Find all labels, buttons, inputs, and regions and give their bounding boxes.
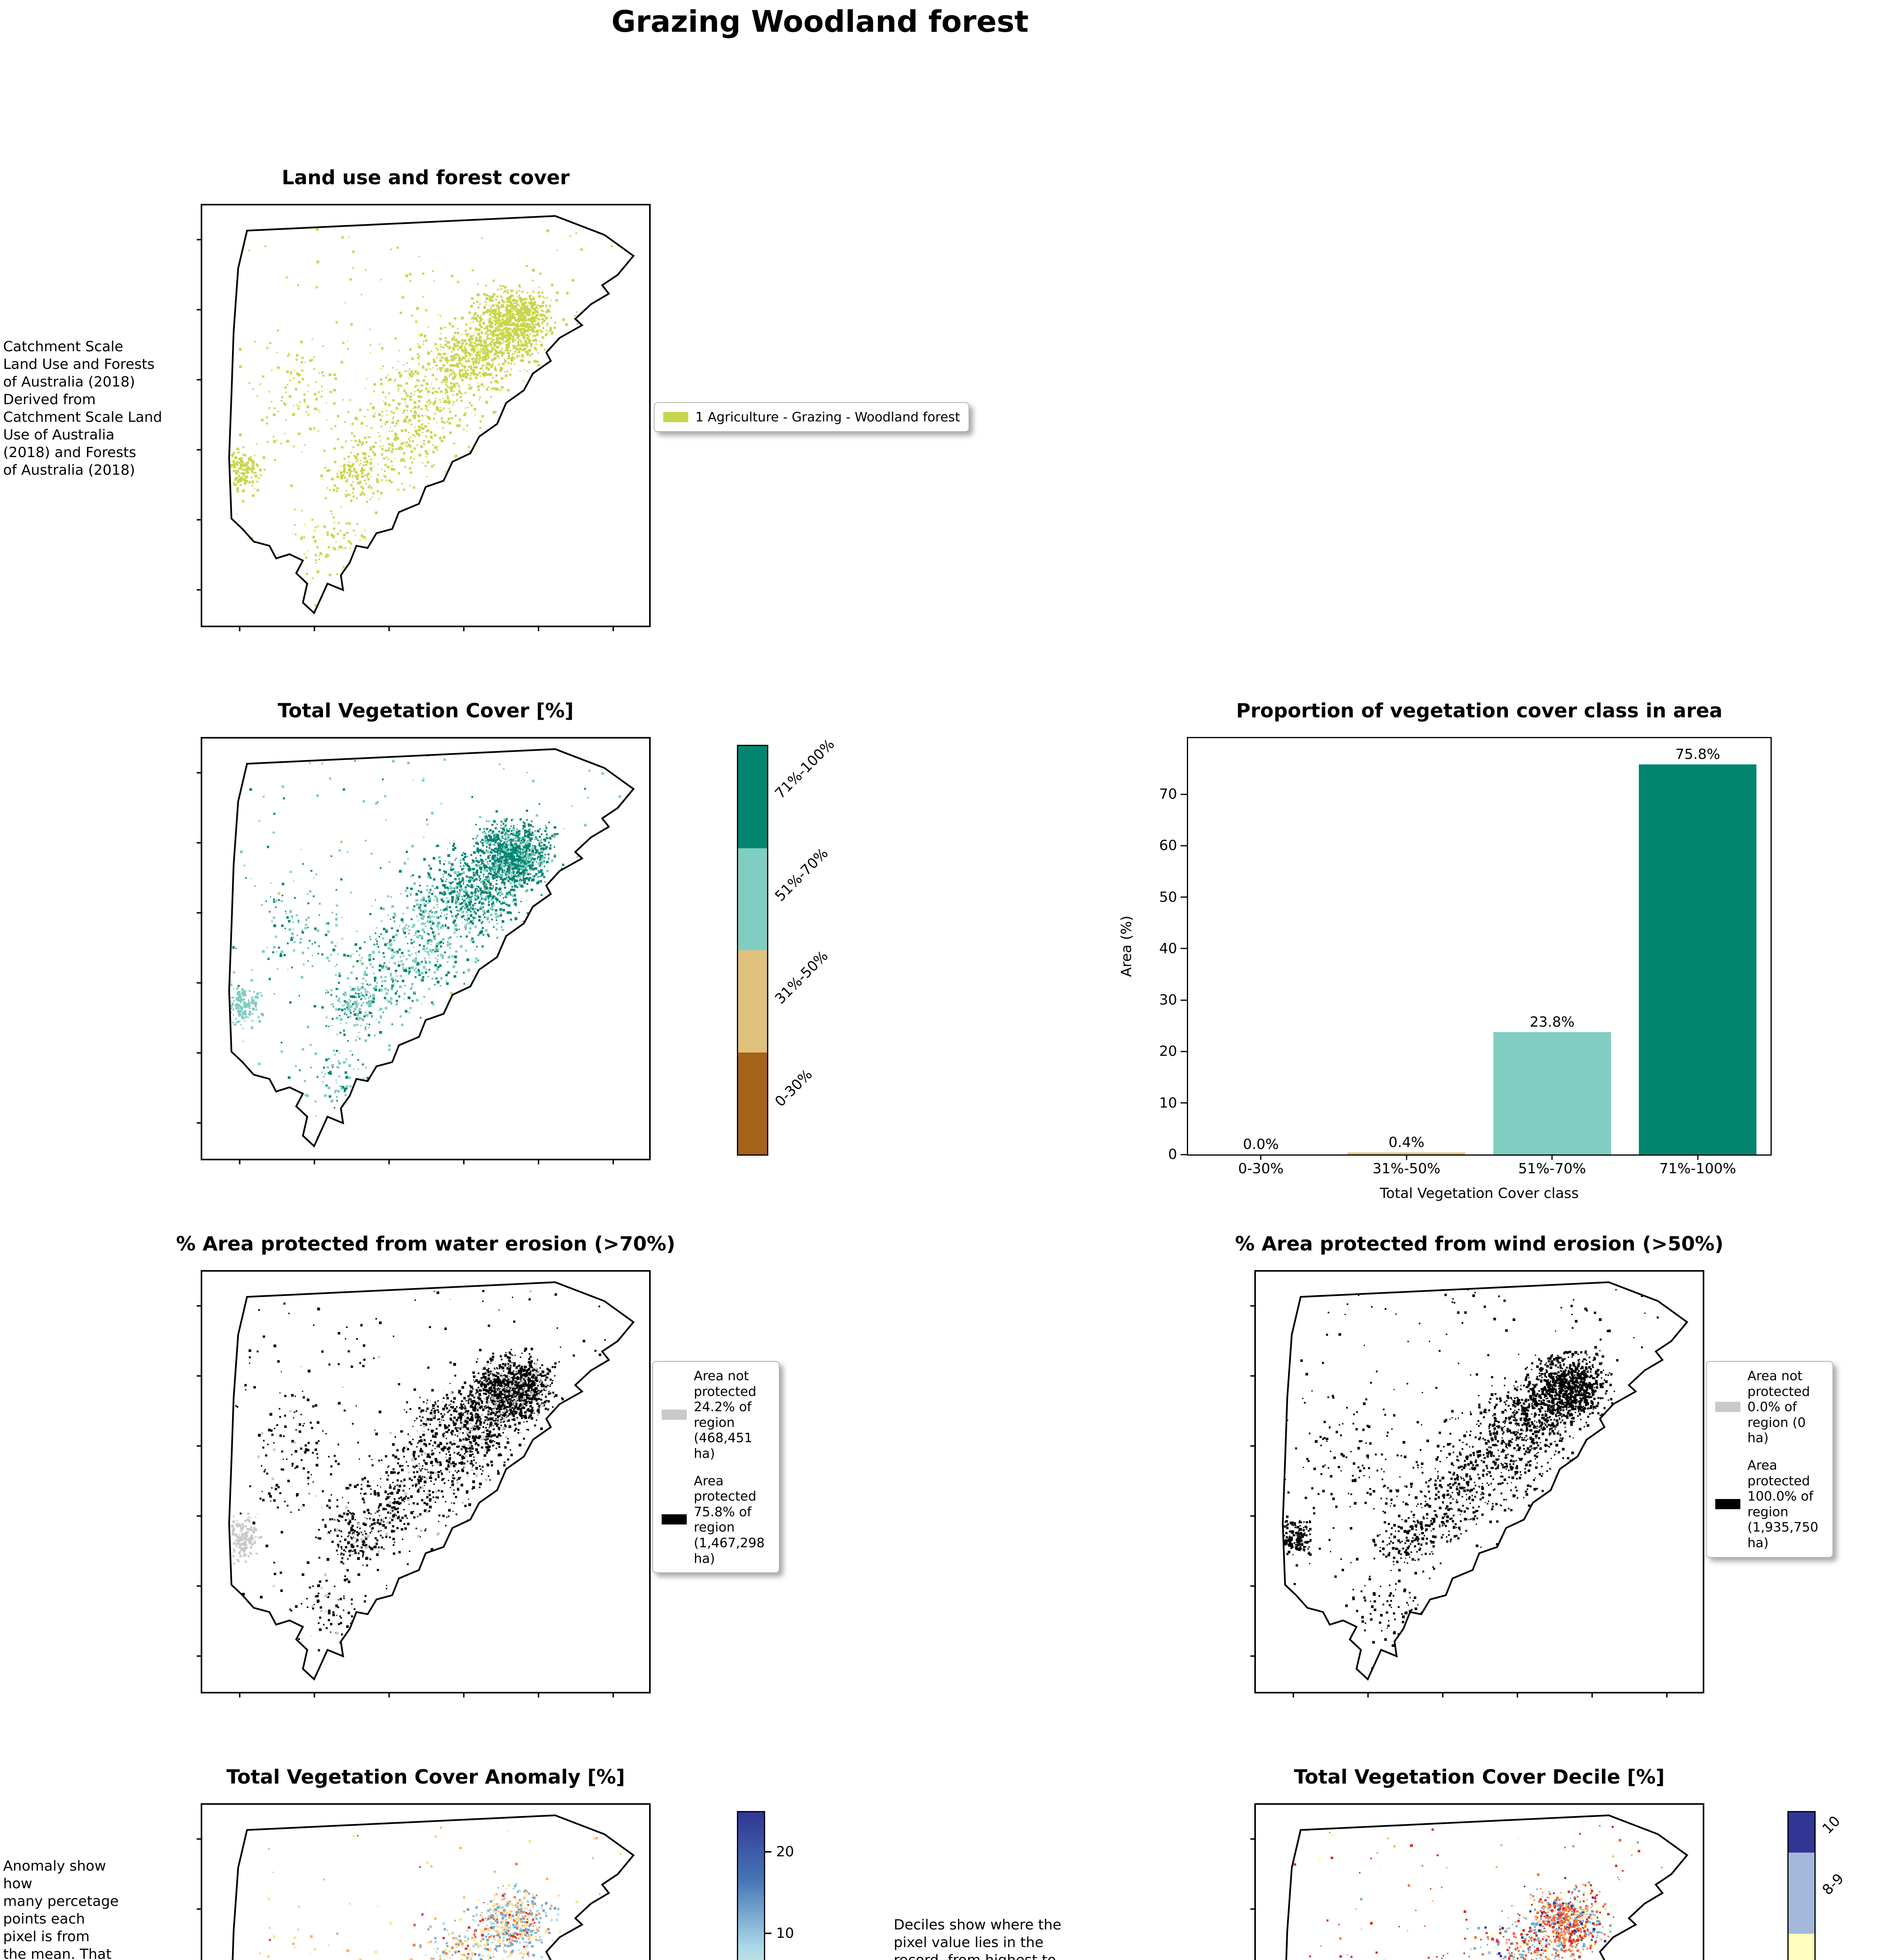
- legend-label: Area not protected 0.0% of region (0 ha): [1747, 1368, 1810, 1446]
- wind-map-canvas: [1250, 1281, 1689, 1698]
- x-tick-label: 31%-50%: [1372, 1161, 1441, 1177]
- bar-31%-50%: [1348, 1152, 1466, 1154]
- legend-swatch: [1715, 1499, 1740, 1509]
- legend-entry: Area protected 100.0% of region (1,935,7…: [1715, 1457, 1824, 1551]
- chart-y-axis-label: Area (%): [1118, 915, 1135, 977]
- decile-map: [1250, 1803, 1704, 1960]
- y-tick: [1181, 1154, 1187, 1155]
- bar-value-label: 0.0%: [1243, 1136, 1279, 1152]
- colorbar-tick: [765, 1933, 771, 1934]
- colorbar: [1787, 1811, 1816, 1960]
- colorbar-segment: [1789, 1934, 1814, 1960]
- colorbar-label: 8-9: [1819, 1870, 1847, 1898]
- legend-entry: Area not protected 0.0% of region (0 ha): [1715, 1368, 1824, 1446]
- decile-map-canvas: [1250, 1814, 1689, 1960]
- y-tick: [1181, 845, 1187, 846]
- legend-entry: Area not protected 24.2% of region (468,…: [662, 1368, 770, 1461]
- decile-caption: Deciles show where the pixel value lies …: [894, 1917, 1061, 1960]
- anomaly-map: [196, 1803, 651, 1960]
- y-tick-label: 30: [1159, 992, 1177, 1008]
- anomaly-colorbar: 20100−10−20: [737, 1811, 794, 1960]
- tvc-map-canvas: [196, 748, 635, 1165]
- water-legend: Area not protected 24.2% of region (468,…: [652, 1361, 780, 1573]
- legend-swatch: [662, 1409, 687, 1420]
- legend-entry: 1 Agriculture - Grazing - Woodland fores…: [663, 409, 960, 425]
- colorbar-segment: [738, 746, 767, 848]
- bar-value-label: 0.4%: [1388, 1134, 1424, 1151]
- y-tick-label: 60: [1159, 837, 1177, 854]
- legend-entry: Area protected 75.8% of region (1,467,29…: [662, 1473, 770, 1566]
- proportion-chart-title: Proportion of vegetation cover class in …: [1236, 699, 1723, 722]
- legend-swatch: [1715, 1401, 1740, 1412]
- colorbar-label: 31%-50%: [772, 948, 831, 1007]
- page-title: Grazing Woodland forest: [611, 4, 1029, 39]
- x-tick: [1551, 1154, 1553, 1160]
- decile-colorbar: 108-94-72-31: [1787, 1811, 1847, 1960]
- landuse-map: [196, 204, 651, 632]
- x-tick-label: 51%-70%: [1518, 1161, 1586, 1177]
- tvc-map: [196, 737, 651, 1165]
- colorbar-label: 0-30%: [772, 1066, 816, 1110]
- y-tick-label: 40: [1159, 940, 1177, 957]
- colorbar-segment: [1789, 1853, 1814, 1934]
- anomaly-caption: Anomaly show how many percetage points e…: [3, 1858, 119, 1960]
- legend-label: Area protected 100.0% of region (1,935,7…: [1747, 1457, 1818, 1550]
- y-tick: [1181, 897, 1187, 898]
- water-map-canvas: [196, 1281, 635, 1698]
- wind-panel-title: % Area protected from wind erosion (>50%…: [1235, 1232, 1724, 1255]
- anomaly-panel-title: Total Vegetation Cover Anomaly [%]: [226, 1766, 625, 1788]
- x-tick-label: 0-30%: [1238, 1161, 1284, 1177]
- y-tick: [1181, 999, 1187, 1001]
- bar-value-label: 23.8%: [1529, 1014, 1575, 1030]
- colorbar-segment: [738, 848, 767, 950]
- anomaly-gradient-bar: [737, 1811, 765, 1960]
- y-tick-label: 10: [1159, 1095, 1177, 1111]
- legend-swatch: [662, 1514, 687, 1525]
- x-tick-label: 71%-100%: [1659, 1161, 1736, 1177]
- colorbar-label: 51%-70%: [772, 845, 831, 905]
- x-tick: [1406, 1154, 1407, 1160]
- landuse-map-canvas: [196, 215, 635, 632]
- x-tick: [1260, 1154, 1262, 1160]
- colorbar-tick: [765, 1851, 771, 1853]
- landuse-panel-title: Land use and forest cover: [281, 166, 570, 189]
- y-tick-label: 0: [1168, 1146, 1177, 1163]
- landuse-caption: Catchment Scale Land Use and Forests of …: [3, 339, 162, 478]
- anomaly-map-canvas: [196, 1814, 635, 1960]
- x-tick: [1697, 1154, 1698, 1160]
- legend-label: Area not protected 24.2% of region (468,…: [694, 1368, 757, 1461]
- y-tick-label: 50: [1159, 889, 1177, 906]
- bar-71%-100%: [1639, 764, 1757, 1154]
- colorbar: [737, 745, 768, 1156]
- colorbar-tick-label: 20: [776, 1844, 794, 1860]
- decile-panel-title: Total Vegetation Cover Decile [%]: [1294, 1766, 1665, 1788]
- water-erosion-map: [196, 1270, 651, 1698]
- colorbar-segment: [1789, 1812, 1814, 1853]
- colorbar-segment: [738, 1052, 767, 1154]
- colorbar-tick-label: 10: [776, 1925, 794, 1942]
- water-panel-title: % Area protected from water erosion (>70…: [176, 1232, 675, 1255]
- bar-51%-70%: [1493, 1032, 1611, 1154]
- wind-erosion-map: [1250, 1270, 1704, 1698]
- colorbar-label: 10: [1819, 1813, 1843, 1837]
- legend-label: Area protected 75.8% of region (1,467,29…: [694, 1473, 765, 1566]
- y-tick: [1181, 1051, 1187, 1052]
- tvc-panel-title: Total Vegetation Cover [%]: [278, 699, 574, 722]
- colorbar-segment: [738, 950, 767, 1053]
- legend-label: 1 Agriculture - Grazing - Woodland fores…: [695, 409, 960, 425]
- wind-legend: Area not protected 0.0% of region (0 ha)…: [1706, 1361, 1833, 1558]
- y-tick: [1181, 1102, 1187, 1104]
- landuse-legend: 1 Agriculture - Grazing - Woodland fores…: [654, 402, 970, 432]
- legend-swatch: [663, 412, 688, 422]
- proportion-bar-chart: 0 10 20 30 40 50 60 70 0.0% 0-30% 0.4% 31%-50% 23.8%…: [1159, 737, 1772, 1177]
- y-tick: [1181, 793, 1187, 795]
- colorbar-label: 71%-100%: [772, 736, 838, 802]
- y-tick-label: 20: [1159, 1043, 1177, 1060]
- y-tick: [1181, 948, 1187, 949]
- bar-value-label: 75.8%: [1675, 746, 1720, 762]
- chart-x-axis-label: Total Vegetation Cover class: [1380, 1185, 1579, 1201]
- y-tick-label: 70: [1159, 786, 1177, 802]
- tvc-colorbar: 71%-100% 51%-70% 31%-50% 0-30%: [737, 736, 838, 1156]
